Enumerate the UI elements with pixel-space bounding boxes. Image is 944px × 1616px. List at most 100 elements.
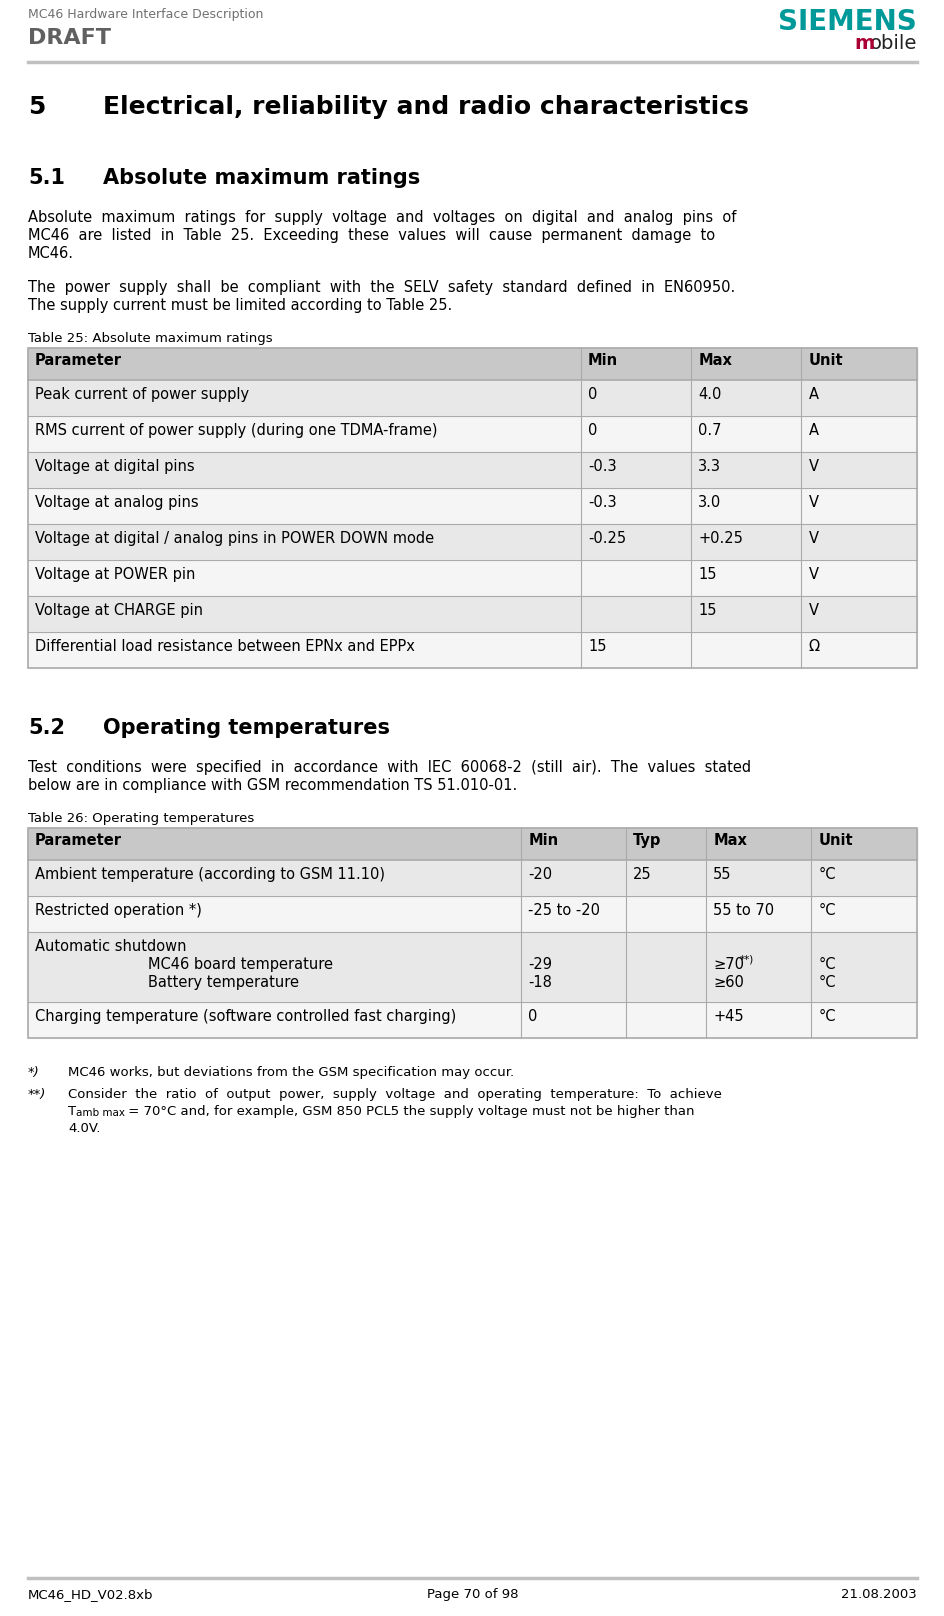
Text: °C: °C xyxy=(818,957,834,971)
Text: Voltage at analog pins: Voltage at analog pins xyxy=(35,494,198,511)
Text: 4.0V.: 4.0V. xyxy=(68,1122,100,1134)
Text: Operating temperatures: Operating temperatures xyxy=(103,718,390,739)
Bar xyxy=(28,596,916,632)
Text: Table 26: Operating temperatures: Table 26: Operating temperatures xyxy=(28,811,254,826)
Text: *): *) xyxy=(28,1067,40,1079)
Text: 15: 15 xyxy=(698,603,716,617)
Text: 15: 15 xyxy=(698,567,716,582)
Text: The supply current must be limited according to Table 25.: The supply current must be limited accor… xyxy=(28,297,452,314)
Text: MC46.: MC46. xyxy=(28,246,74,262)
Text: Unit: Unit xyxy=(818,832,851,848)
Bar xyxy=(28,895,916,932)
Text: °C: °C xyxy=(818,974,834,991)
Text: Voltage at digital / analog pins in POWER DOWN mode: Voltage at digital / analog pins in POWE… xyxy=(35,532,433,546)
Text: 0: 0 xyxy=(528,1008,537,1025)
Bar xyxy=(28,488,916,524)
Bar xyxy=(28,827,916,1037)
Text: Automatic shutdown: Automatic shutdown xyxy=(35,939,186,953)
Text: Max: Max xyxy=(713,832,747,848)
Text: °C: °C xyxy=(818,1008,834,1025)
Text: 21.08.2003: 21.08.2003 xyxy=(840,1589,916,1601)
Text: -20: -20 xyxy=(528,868,552,882)
Bar xyxy=(28,452,916,488)
Text: ≥70: ≥70 xyxy=(713,957,744,971)
Text: below are in compliance with GSM recommendation TS 51.010-01.: below are in compliance with GSM recomme… xyxy=(28,777,516,793)
Text: Parameter: Parameter xyxy=(35,832,122,848)
Bar xyxy=(28,380,916,415)
Text: 5.2: 5.2 xyxy=(28,718,65,739)
Text: -0.3: -0.3 xyxy=(587,494,615,511)
Text: Restricted operation *): Restricted operation *) xyxy=(35,903,202,918)
Text: -18: -18 xyxy=(528,974,551,991)
Text: obile: obile xyxy=(868,34,916,53)
Text: Table 25: Absolute maximum ratings: Table 25: Absolute maximum ratings xyxy=(28,331,272,344)
Bar xyxy=(28,932,916,1002)
Text: V: V xyxy=(807,603,818,617)
Text: Absolute maximum ratings: Absolute maximum ratings xyxy=(103,168,420,187)
Bar xyxy=(28,561,916,596)
Text: 3.0: 3.0 xyxy=(698,494,720,511)
Text: 4.0: 4.0 xyxy=(698,386,721,402)
Text: m: m xyxy=(853,34,874,53)
Bar xyxy=(28,347,916,380)
Text: V: V xyxy=(807,494,818,511)
Text: Voltage at CHARGE pin: Voltage at CHARGE pin xyxy=(35,603,203,617)
Text: MC46 board temperature: MC46 board temperature xyxy=(148,957,332,971)
Text: RMS current of power supply (during one TDMA-frame): RMS current of power supply (during one … xyxy=(35,423,437,438)
Text: Consider  the  ratio  of  output  power,  supply  voltage  and  operating  tempe: Consider the ratio of output power, supp… xyxy=(68,1088,721,1100)
Text: 0: 0 xyxy=(587,386,597,402)
Text: = 70°C and, for example, GSM 850 PCL5 the supply voltage must not be higher than: = 70°C and, for example, GSM 850 PCL5 th… xyxy=(124,1105,694,1118)
Text: +0.25: +0.25 xyxy=(698,532,742,546)
Text: Min: Min xyxy=(528,832,558,848)
Text: A: A xyxy=(807,423,818,438)
Bar xyxy=(28,347,916,667)
Bar xyxy=(28,632,916,667)
Text: Charging temperature (software controlled fast charging): Charging temperature (software controlle… xyxy=(35,1008,456,1025)
Text: 25: 25 xyxy=(632,868,651,882)
Text: MC46  are  listed  in  Table  25.  Exceeding  these  values  will  cause  perman: MC46 are listed in Table 25. Exceeding t… xyxy=(28,228,715,242)
Text: Battery temperature: Battery temperature xyxy=(148,974,298,991)
Bar xyxy=(28,415,916,452)
Text: Peak current of power supply: Peak current of power supply xyxy=(35,386,249,402)
Text: The  power  supply  shall  be  compliant  with  the  SELV  safety  standard  def: The power supply shall be compliant with… xyxy=(28,280,734,296)
Text: V: V xyxy=(807,567,818,582)
Bar xyxy=(28,827,916,860)
Text: 55 to 70: 55 to 70 xyxy=(713,903,774,918)
Text: V: V xyxy=(807,532,818,546)
Text: -0.25: -0.25 xyxy=(587,532,626,546)
Text: Ω: Ω xyxy=(807,638,818,654)
Text: Ambient temperature (according to GSM 11.10): Ambient temperature (according to GSM 11… xyxy=(35,868,384,882)
Bar xyxy=(28,860,916,895)
Text: Electrical, reliability and radio characteristics: Electrical, reliability and radio charac… xyxy=(103,95,748,120)
Text: DRAFT: DRAFT xyxy=(28,27,110,48)
Text: Unit: Unit xyxy=(807,352,842,368)
Text: MC46_HD_V02.8xb: MC46_HD_V02.8xb xyxy=(28,1589,153,1601)
Text: Max: Max xyxy=(698,352,732,368)
Bar xyxy=(28,1002,916,1037)
Text: 0: 0 xyxy=(587,423,597,438)
Text: MC46 Hardware Interface Description: MC46 Hardware Interface Description xyxy=(28,8,263,21)
Text: Page 70 of 98: Page 70 of 98 xyxy=(427,1589,517,1601)
Text: Test  conditions  were  specified  in  accordance  with  IEC  60068-2  (still  a: Test conditions were specified in accord… xyxy=(28,760,750,776)
Text: Voltage at POWER pin: Voltage at POWER pin xyxy=(35,567,195,582)
Text: V: V xyxy=(807,459,818,473)
Text: °C: °C xyxy=(818,868,834,882)
Text: 0.7: 0.7 xyxy=(698,423,721,438)
Text: Typ: Typ xyxy=(632,832,661,848)
Text: amb max: amb max xyxy=(76,1109,125,1118)
Text: SIEMENS: SIEMENS xyxy=(778,8,916,36)
Bar xyxy=(28,524,916,561)
Text: -25 to -20: -25 to -20 xyxy=(528,903,599,918)
Text: °C: °C xyxy=(818,903,834,918)
Text: **): **) xyxy=(28,1088,46,1100)
Text: Differential load resistance between EPNx and EPPx: Differential load resistance between EPN… xyxy=(35,638,414,654)
Text: ≥60: ≥60 xyxy=(713,974,743,991)
Text: A: A xyxy=(807,386,818,402)
Text: +45: +45 xyxy=(713,1008,743,1025)
Text: 5.1: 5.1 xyxy=(28,168,65,187)
Text: Voltage at digital pins: Voltage at digital pins xyxy=(35,459,194,473)
Text: Parameter: Parameter xyxy=(35,352,122,368)
Text: -0.3: -0.3 xyxy=(587,459,615,473)
Text: 5: 5 xyxy=(28,95,45,120)
Text: 15: 15 xyxy=(587,638,606,654)
